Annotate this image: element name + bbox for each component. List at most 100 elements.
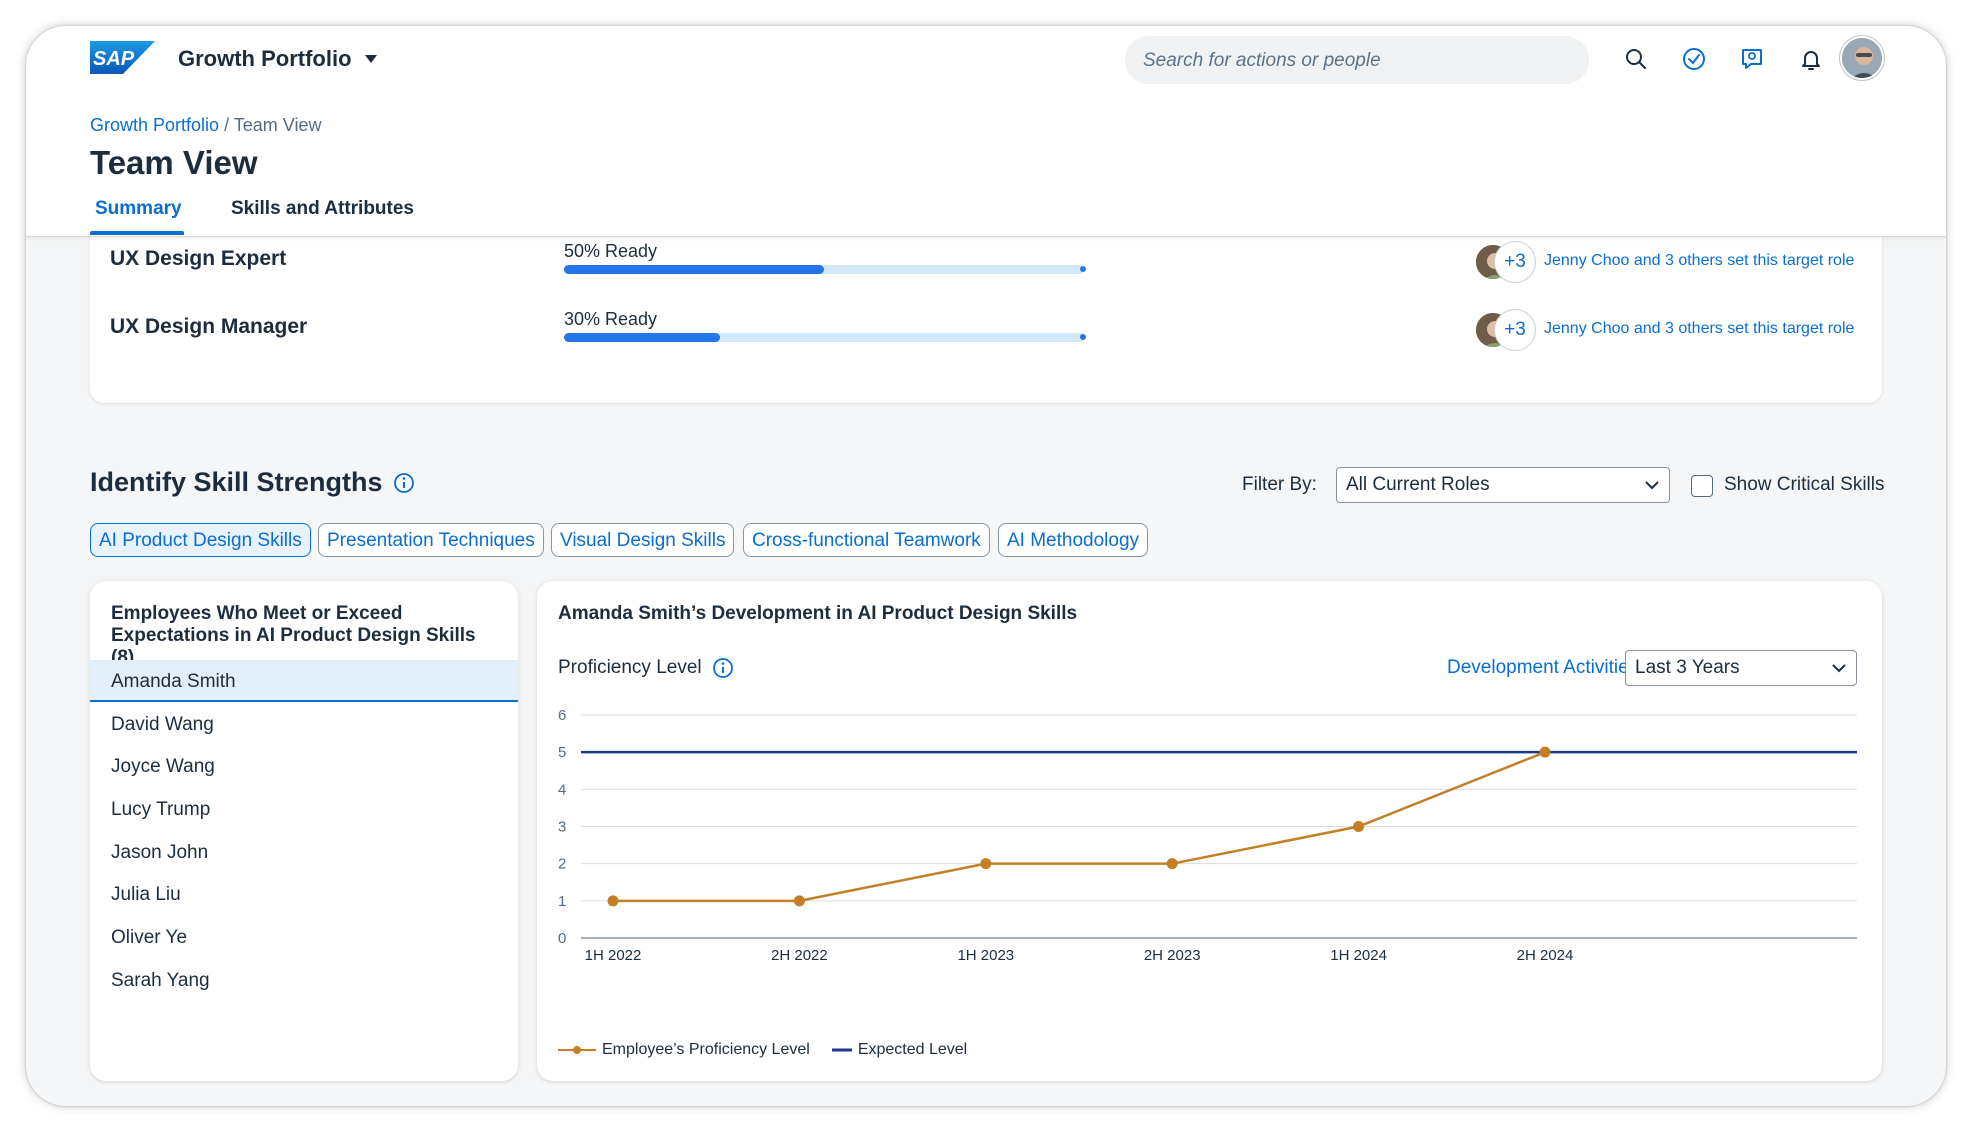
readiness-progress-fill: [564, 265, 824, 274]
period-select-value: Last 3 Years: [1635, 657, 1740, 678]
tab-summary[interactable]: Summary: [95, 198, 182, 219]
employees-card: Employees Who Meet or Exceed Expectation…: [90, 581, 518, 1081]
list-item-employee[interactable]: Oliver Ye: [111, 927, 188, 948]
legend-label: Employee’s Proficiency Level: [602, 1041, 810, 1058]
tab-active-indicator: [90, 231, 184, 235]
chevron-down-icon: [1645, 481, 1659, 490]
list-item-employee[interactable]: Julia Liu: [111, 884, 181, 905]
y-tick-label: 2: [558, 856, 566, 873]
breadcrumb: Growth Portfolio / Team View: [90, 115, 321, 136]
x-tick-label: 1H 2022: [585, 947, 642, 964]
data-point-employee-proficiency: [1166, 858, 1178, 870]
legend-line-marker: [831, 1048, 852, 1052]
chip-ai-product-design-skills[interactable]: AI Product Design Skills: [90, 523, 311, 557]
y-tick-label: 6: [558, 707, 566, 724]
development-chart-card: Amanda Smith’s Development in AI Product…: [537, 581, 1882, 1081]
sap-logo[interactable]: SAP: [90, 41, 155, 74]
x-tick-label: 2H 2022: [771, 947, 828, 964]
readiness-progress-fill: [564, 333, 720, 342]
data-point-employee-proficiency: [1353, 821, 1365, 832]
peer-count-badge[interactable]: +3: [1494, 241, 1536, 283]
role-name: UX Design Manager: [110, 315, 308, 338]
development-activities-link[interactable]: Development Activities: [1447, 657, 1639, 678]
y-tick-label: 1: [558, 893, 566, 910]
app-title-label: Growth Portfolio: [178, 46, 352, 71]
data-point-employee-proficiency: [793, 895, 805, 907]
legend-line-dot-marker: [558, 1046, 596, 1054]
readiness-progress-bar: [564, 265, 1086, 274]
y-tick-label: 3: [558, 819, 566, 836]
chip-ai-methodology[interactable]: AI Methodology: [998, 523, 1149, 557]
peer-count-badge[interactable]: +3: [1494, 309, 1536, 351]
legend-item-employee[interactable]: Employee’s Proficiency Level: [558, 1041, 810, 1059]
y-tick-label: 5: [558, 744, 566, 761]
section-title: Identify Skill Strengths: [90, 467, 415, 498]
app-window: SAP Growth Portfolio Search for actions …: [26, 26, 1946, 1106]
x-tick-label: 2H 2023: [1144, 947, 1201, 964]
role-filter-value: All Current Roles: [1346, 474, 1490, 495]
svg-text:SAP: SAP: [93, 48, 135, 70]
role-name: UX Design Expert: [110, 247, 287, 270]
peer-role-link[interactable]: Jenny Choo and 3 others set this target …: [1544, 320, 1855, 337]
y-tick-label: 0: [558, 930, 566, 947]
list-item-employee[interactable]: Amanda Smith: [90, 660, 518, 702]
filter-label: Filter By:: [1242, 474, 1317, 495]
chevron-down-icon: [1832, 664, 1846, 673]
breadcrumb-link-growth-portfolio[interactable]: Growth Portfolio: [90, 115, 220, 135]
peer-role-link[interactable]: Jenny Choo and 3 others set this target …: [1544, 252, 1855, 269]
shell-bar: SAP Growth Portfolio Search for actions …: [26, 26, 1946, 237]
proficiency-level-label: Proficiency Level: [558, 657, 734, 679]
data-point-employee-proficiency: [1539, 746, 1551, 758]
task-check-icon[interactable]: [1680, 45, 1708, 73]
x-tick-label: 2H 2024: [1517, 947, 1574, 964]
readiness-label: 30% Ready: [564, 309, 658, 329]
proficiency-level-text: Proficiency Level: [558, 657, 702, 678]
role-filter-select[interactable]: All Current Roles: [1336, 467, 1670, 503]
role-row[interactable]: UX Design Expert 50% Ready +3 Jenny Choo…: [90, 231, 1882, 291]
readiness-progress-bar: [564, 333, 1086, 342]
search-icon[interactable]: [1622, 45, 1650, 73]
legend-label: Expected Level: [857, 1041, 968, 1058]
list-item-employee[interactable]: Joyce Wang: [111, 756, 215, 777]
list-item-employee[interactable]: Lucy Trump: [111, 799, 211, 820]
caret-down-icon: [364, 55, 377, 63]
x-tick-label: 1H 2024: [1330, 947, 1387, 964]
section-title-label: Identify Skill Strengths: [90, 467, 383, 497]
breadcrumb-current: Team View: [233, 115, 322, 135]
proficiency-line-chart: 0 1 2 3 4 5 6 1H 2022 2H 2022 1H 2023 2H 2023 1H 20…: [558, 707, 1857, 964]
critical-skills-label: Show Critical Skills: [1724, 474, 1885, 495]
period-select[interactable]: Last 3 Years: [1625, 650, 1857, 686]
critical-skills-checkbox[interactable]: [1691, 475, 1713, 497]
notification-bell-icon[interactable]: [1797, 45, 1825, 73]
feedback-icon[interactable]: [1738, 45, 1766, 73]
target-roles-card: UX Design Expert 50% Ready +3 Jenny Choo…: [90, 226, 1882, 403]
list-item-employee[interactable]: Jason John: [111, 842, 209, 863]
search-input[interactable]: Search for actions or people: [1125, 36, 1589, 84]
chip-presentation-techniques[interactable]: Presentation Techniques: [318, 523, 544, 557]
page-title: Team View: [90, 144, 258, 181]
info-icon[interactable]: [712, 657, 734, 679]
data-point-employee-proficiency: [607, 895, 619, 907]
legend-item-expected[interactable]: Expected Level: [831, 1041, 968, 1059]
series-line-employee-proficiency: [613, 751, 1546, 903]
user-avatar[interactable]: [1840, 36, 1884, 80]
chip-visual-design-skills[interactable]: Visual Design Skills: [551, 523, 735, 557]
app-title-menu[interactable]: Growth Portfolio: [178, 46, 378, 72]
readiness-label: 50% Ready: [564, 241, 658, 261]
chart-title: Amanda Smith’s Development in AI Product…: [558, 603, 1078, 624]
info-icon[interactable]: [393, 472, 415, 494]
tab-skills-and-attributes[interactable]: Skills and Attributes: [231, 198, 414, 219]
employees-card-title: Employees Who Meet or Exceed Expectation…: [111, 603, 476, 668]
chart-legend: Employee’s Proficiency Level Expected Le…: [558, 1041, 967, 1059]
chip-cross-functional-teamwork[interactable]: Cross-functional Teamwork: [743, 523, 990, 557]
progress-end-dot: [1080, 334, 1086, 340]
role-row[interactable]: UX Design Manager 30% Ready +3 Jenny Cho…: [90, 299, 1882, 359]
list-item-employee[interactable]: Sarah Yang: [111, 970, 210, 991]
search-placeholder: Search for actions or people: [1143, 50, 1381, 71]
data-point-employee-proficiency: [980, 858, 992, 870]
x-tick-label: 1H 2023: [957, 947, 1014, 964]
breadcrumb-separator: /: [219, 115, 234, 135]
list-item-employee[interactable]: David Wang: [111, 714, 214, 735]
y-tick-label: 4: [558, 781, 566, 798]
progress-end-dot: [1080, 266, 1086, 272]
